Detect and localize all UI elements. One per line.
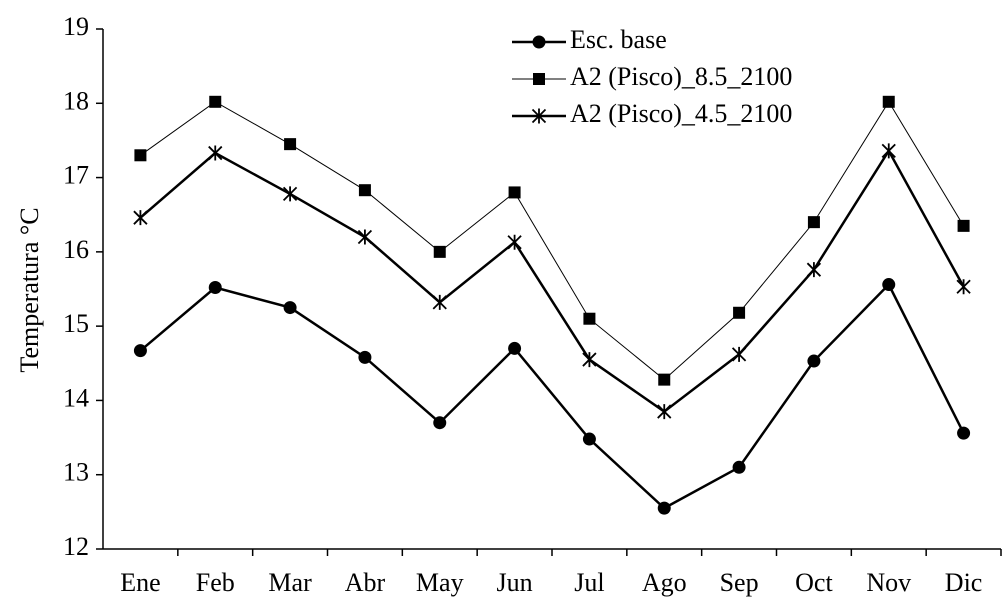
legend-item: A2 (Pisco)_4.5_2100	[512, 99, 792, 128]
x-tick-label: Nov	[866, 568, 911, 597]
marker	[882, 95, 895, 108]
series-line	[139, 148, 965, 414]
y-axis-label: Temperatura °C	[15, 207, 44, 372]
marker	[508, 341, 522, 355]
marker	[357, 229, 373, 245]
marker	[533, 73, 545, 85]
x-tick-label: Mar	[268, 568, 312, 597]
x-tick-label: Jul	[574, 568, 604, 597]
x-tick-label: Dic	[945, 568, 983, 597]
marker	[657, 404, 672, 420]
x-tick-label: Ene	[120, 568, 160, 597]
marker	[433, 245, 446, 258]
series-line	[140, 100, 965, 381]
marker	[881, 143, 896, 159]
x-tick-label: May	[416, 568, 464, 597]
marker	[208, 281, 222, 295]
marker	[806, 262, 822, 278]
legend-item: Esc. base	[512, 25, 667, 54]
y-tick-label: 18	[63, 86, 89, 115]
series-line	[139, 282, 965, 510]
marker	[956, 279, 971, 295]
marker	[882, 278, 896, 292]
marker	[531, 108, 547, 124]
marker	[807, 354, 821, 368]
marker	[134, 149, 147, 162]
marker	[582, 432, 596, 446]
legend-label: A2 (Pisco)_4.5_2100	[570, 99, 792, 128]
marker	[733, 306, 746, 319]
marker	[807, 216, 820, 229]
x-tick-label: Sep	[720, 568, 759, 597]
y-tick-label: 12	[63, 532, 89, 561]
y-tick-label: 17	[63, 161, 89, 190]
marker	[358, 350, 372, 364]
marker	[532, 35, 546, 49]
marker	[507, 234, 522, 250]
marker	[957, 426, 971, 440]
marker	[731, 346, 747, 362]
y-tick-label: 15	[63, 309, 89, 338]
x-tick-label: Ago	[642, 568, 687, 597]
y-tick-label: 14	[63, 383, 89, 412]
x-tick-label: Oct	[795, 568, 833, 597]
marker	[432, 294, 447, 310]
marker	[209, 95, 222, 108]
marker	[284, 138, 297, 151]
x-tick-label: Abr	[345, 568, 386, 597]
y-tick-label: 19	[63, 12, 89, 41]
marker	[208, 145, 223, 161]
marker	[133, 210, 148, 226]
y-tick-label: 16	[63, 235, 89, 264]
marker	[358, 184, 371, 197]
x-tick-label: Feb	[196, 568, 235, 597]
legend-item: A2 (Pisco)_8.5_2100	[512, 62, 792, 91]
marker	[583, 312, 596, 325]
marker	[658, 373, 671, 386]
marker	[508, 186, 521, 199]
legend-label: Esc. base	[570, 25, 667, 54]
legend-label: A2 (Pisco)_8.5_2100	[570, 62, 792, 91]
marker	[282, 186, 298, 202]
y-tick-label: 13	[63, 458, 89, 487]
marker	[582, 352, 597, 368]
x-tick-label: Jun	[497, 568, 533, 597]
marker	[433, 416, 447, 430]
marker	[657, 501, 671, 515]
marker	[283, 301, 297, 315]
marker	[732, 460, 746, 474]
marker	[957, 219, 970, 232]
marker	[133, 344, 147, 358]
